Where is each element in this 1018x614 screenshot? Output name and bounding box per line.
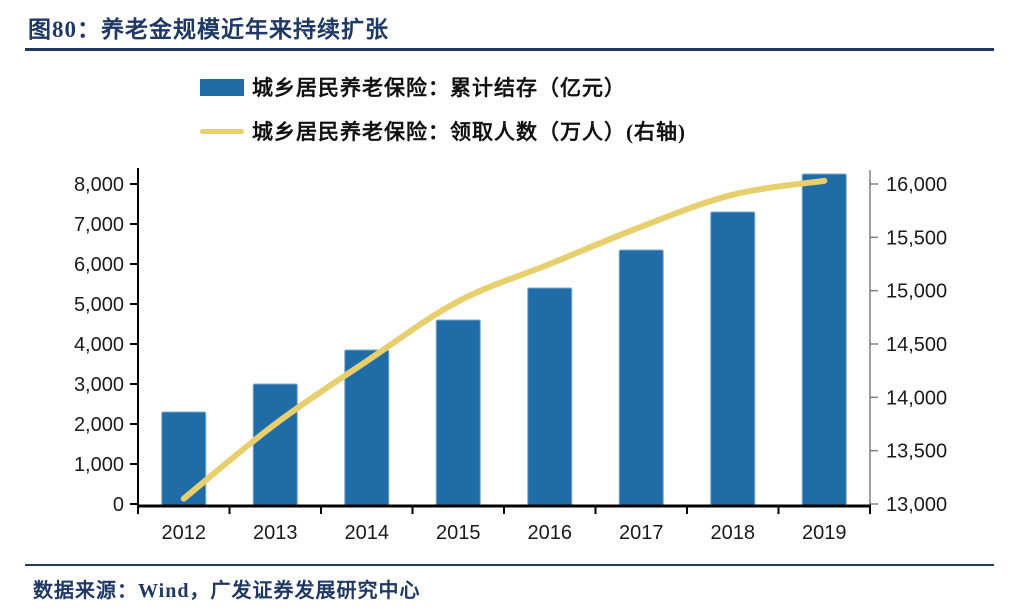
x-axis-category-label: 2013: [253, 522, 298, 544]
left-axis-tick-label: 7,000: [74, 214, 124, 236]
x-axis-category-label: 2014: [345, 522, 390, 544]
x-axis-category-label: 2018: [711, 522, 756, 544]
bar-2013: [252, 383, 298, 506]
bar-2012: [161, 411, 207, 506]
chart-legend: 城乡居民养老保险：累计结存（亿元） 城乡居民养老保险：领取人数（万人）(右轴): [200, 65, 686, 153]
left-axis-tick-label: 0: [113, 494, 124, 516]
x-axis-category-label: 2017: [619, 522, 664, 544]
source-divider: [25, 564, 994, 566]
left-axis-tick-label: 4,000: [74, 334, 124, 356]
figure-title: 图80：养老金规模近年来持续扩张: [28, 17, 389, 42]
legend-item-bar: 城乡居民养老保险：累计结存（亿元）: [200, 65, 686, 109]
left-axis-tick-label: 1,000: [74, 454, 124, 476]
x-axis-category-label: 2016: [528, 522, 573, 544]
x-axis-category-label: 2019: [802, 522, 847, 544]
bar-2015: [435, 319, 481, 506]
left-axis-tick-label: 3,000: [74, 374, 124, 396]
right-axis-tick-label: 15,000: [886, 281, 947, 303]
right-axis-tick-label: 14,500: [886, 334, 947, 356]
right-axis-tick-label: 13,500: [886, 441, 947, 463]
bar-2016: [527, 287, 573, 506]
line-series-path: [180, 177, 828, 502]
right-axis-tick-label: 13,000: [886, 494, 947, 516]
legend-item-line: 城乡居民养老保险：领取人数（万人）(右轴): [200, 109, 686, 153]
bar-2017: [618, 249, 664, 506]
data-source: 数据来源：Wind，广发证券发展研究中心: [33, 580, 421, 602]
left-axis-tick-label: 6,000: [74, 254, 124, 276]
legend-label-line: 城乡居民养老保险：领取人数（万人）(右轴): [252, 120, 686, 144]
legend-bar-swatch-icon: [200, 78, 244, 96]
legend-label-bar: 城乡居民养老保险：累计结存（亿元）: [252, 76, 626, 100]
left-axis-tick-label: 5,000: [74, 294, 124, 316]
legend-line-swatch-icon: [200, 128, 244, 134]
right-axis-tick-label: 15,500: [886, 227, 947, 249]
x-axis-category-label: 2012: [162, 522, 207, 544]
x-axis-category-label: 2015: [436, 522, 481, 544]
right-axis-tick-label: 16,000: [886, 174, 947, 196]
left-axis-tick-label: 2,000: [74, 414, 124, 436]
right-axis-tick-label: 14,000: [886, 387, 947, 409]
title-divider: [25, 48, 994, 51]
left-axis-tick-label: 8,000: [74, 174, 124, 196]
bar-2019: [801, 173, 847, 506]
bar-2018: [710, 211, 756, 506]
